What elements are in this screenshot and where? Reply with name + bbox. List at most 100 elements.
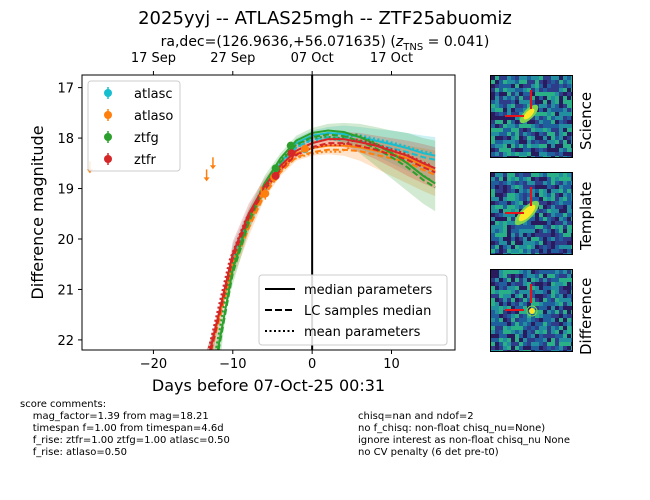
stamp-pixel [555, 124, 559, 128]
y-tick-label: 21 [57, 283, 74, 298]
stamp-pixel [527, 100, 531, 104]
stamp-pixel [511, 213, 515, 217]
figure-subtitle: ra,dec=(126.9636,+56.071635) (zTNS = 0.0… [0, 34, 650, 53]
stamp-pixel [507, 197, 511, 201]
stamp-pixel [563, 306, 567, 310]
stamp-pixel [559, 76, 563, 80]
difference-image [491, 270, 572, 351]
stamp-pixel [523, 338, 527, 342]
stamp-pixel [539, 173, 543, 177]
stamp-pixel [559, 310, 563, 314]
stamp-pixel [539, 253, 543, 254]
stamp-pixel [511, 334, 515, 338]
subtitle-suffix: = 0.041) [423, 34, 490, 50]
stamp-pixel [563, 290, 567, 294]
stamp-pixel [511, 346, 515, 350]
stamp-pixel [511, 100, 515, 104]
stamp-pixel [567, 120, 571, 124]
stamp-pixel [523, 346, 527, 350]
stamp-pixel [511, 128, 515, 132]
stamp-pixel [559, 326, 563, 330]
stamp-pixel [551, 270, 555, 274]
stamp-pixel [491, 314, 495, 318]
stamp-pixel [567, 217, 571, 221]
stamp-pixel [555, 229, 559, 233]
stamp-pixel [515, 144, 519, 148]
stamp-pixel [567, 112, 571, 116]
stamp-pixel [547, 88, 551, 92]
stamp-pixel [563, 156, 567, 157]
stamp-pixel [571, 229, 572, 233]
stamp-pixel [555, 326, 559, 330]
stamp-pixel [495, 322, 499, 326]
stamp-pixel [515, 302, 519, 306]
stamp-pixel [535, 278, 539, 282]
stamp-pixel [511, 233, 515, 237]
stamp-pixel [503, 294, 507, 298]
stamp-pixel [543, 181, 547, 185]
stamp-pixel [567, 185, 571, 189]
stamp-pixel [563, 314, 567, 318]
stamp-pixel [559, 136, 563, 140]
stamp-pixel [535, 221, 539, 225]
stamp-pixel [519, 152, 523, 156]
stamp-pixel [551, 221, 555, 225]
stamp-pixel [499, 181, 503, 185]
stamp-pixel [511, 245, 515, 249]
stamp-pixel [499, 338, 503, 342]
stamp-pixel [571, 177, 572, 181]
stamp-pixel [507, 132, 511, 136]
stamp-pixel [563, 201, 567, 205]
stamp-pixel [547, 185, 551, 189]
stamp-pixel [555, 136, 559, 140]
stamp-pixel [539, 140, 543, 144]
stamp-pixel [563, 294, 567, 298]
stamp-pixel [503, 132, 507, 136]
stamp-pixel [567, 286, 571, 290]
stamp-pixel [511, 189, 515, 193]
stamp-pixel [555, 294, 559, 298]
stamp-pixel [531, 237, 535, 241]
stamp-pixel [539, 100, 543, 104]
stamp-pixel [527, 322, 531, 326]
stamp-pixel [511, 201, 515, 205]
stamp-pixel [543, 156, 547, 157]
stamp-pixel [499, 282, 503, 286]
stamp-pixel [491, 88, 495, 92]
stamp-pixel [535, 334, 539, 338]
stamp-pixel [495, 201, 499, 205]
stamp-pixel [527, 278, 531, 282]
stamp-pixel [535, 233, 539, 237]
stamp-pixel [551, 302, 555, 306]
target-marker [505, 90, 532, 117]
stamp-pixel [563, 152, 567, 156]
stamp-pixel [539, 148, 543, 152]
stamp-pixel [535, 237, 539, 241]
stamp-pixel [523, 197, 527, 201]
stamp-pixel [515, 189, 519, 193]
stamp-pixel [507, 253, 511, 254]
stamp-pixel [531, 322, 535, 326]
stamp-pixel [559, 346, 563, 350]
stamp-pixel [499, 205, 503, 209]
stamp-pixel [503, 177, 507, 181]
stamp-pixel [559, 177, 563, 181]
stamp-pixel [527, 193, 531, 197]
stamp-pixel [511, 274, 515, 278]
stamp-pixel [567, 245, 571, 249]
stamp-pixel [555, 185, 559, 189]
upper-limit-arrow-atlaso [258, 194, 265, 199]
stamp-pixel [539, 314, 543, 318]
stamp-pixel [543, 201, 547, 205]
stamp-pixel [555, 302, 559, 306]
stamp-pixel [495, 144, 499, 148]
stamp-pixel [543, 185, 547, 189]
stamp-pixel [563, 274, 567, 278]
stamp-pixel [507, 189, 511, 193]
stamp-pixel [547, 217, 551, 221]
stamp-pixel [531, 326, 535, 330]
stamp-pixel [539, 225, 543, 229]
x-tick-label: 0 [308, 357, 316, 372]
stamp-label-template: Template [577, 181, 595, 250]
stamp-pixel [547, 314, 551, 318]
